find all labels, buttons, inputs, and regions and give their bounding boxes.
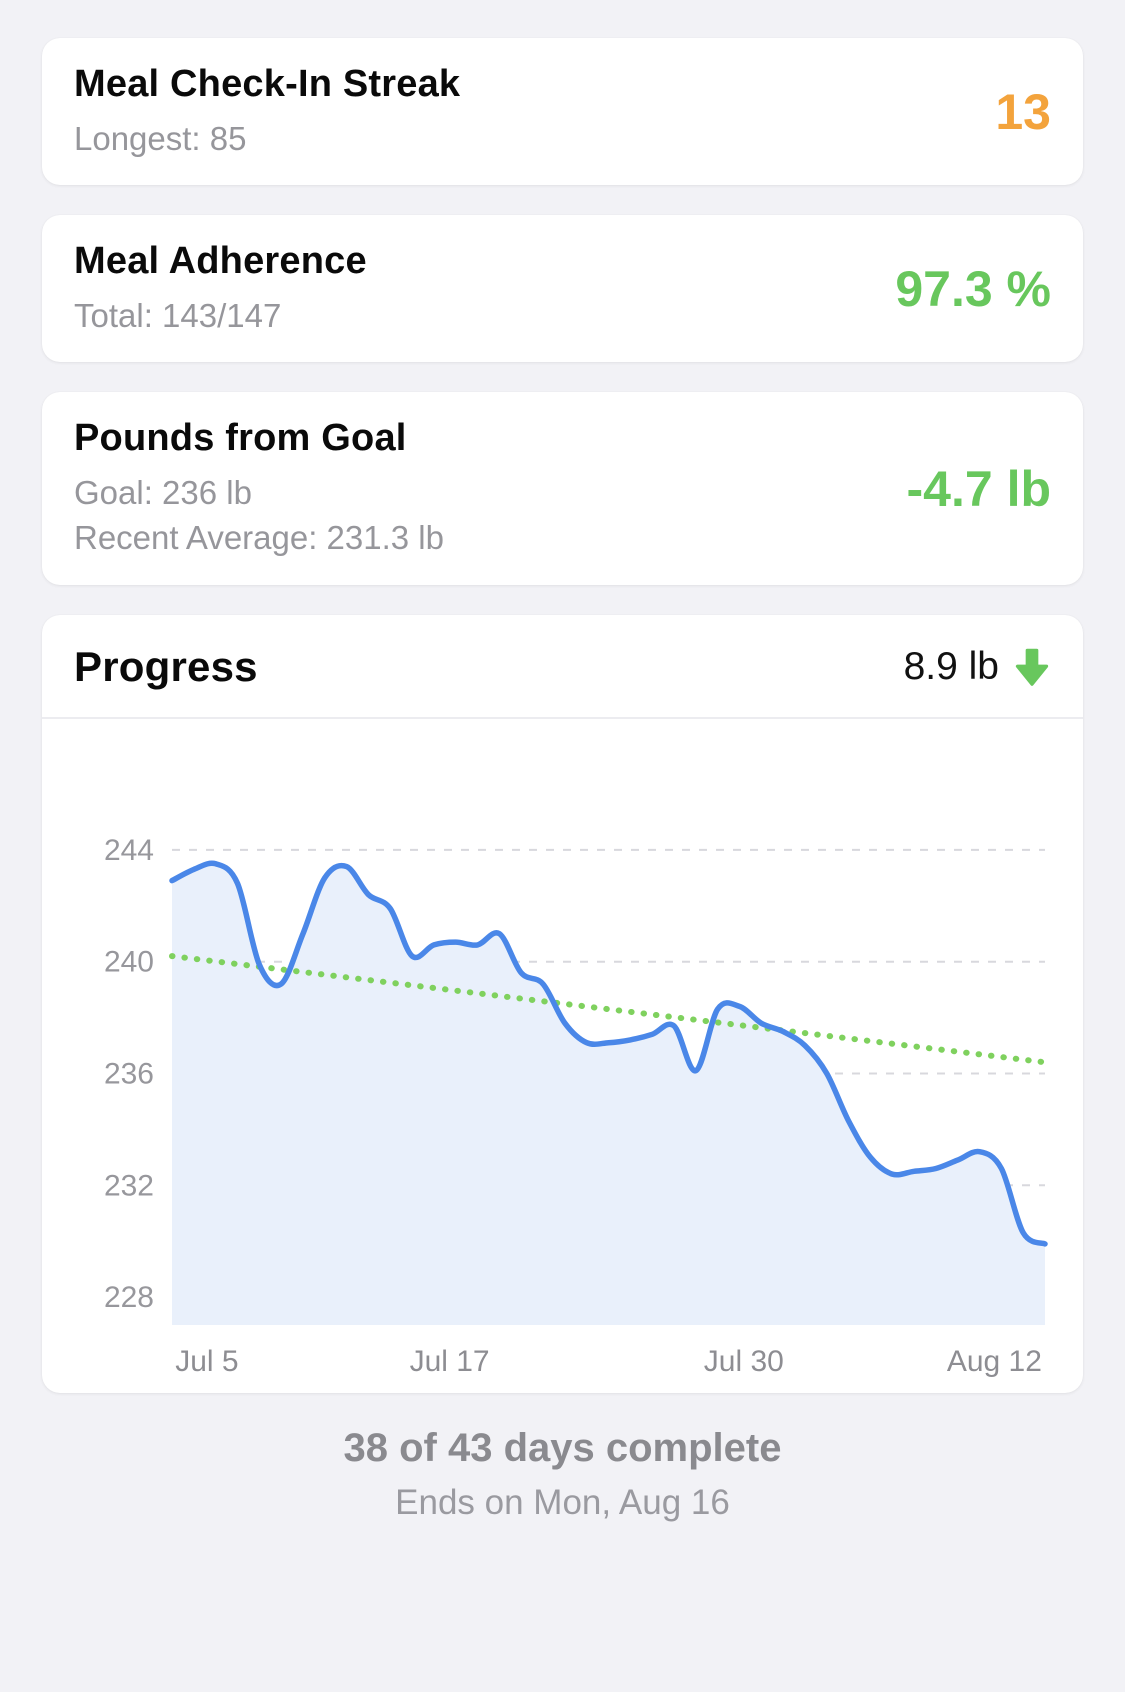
streak-subtitle: Longest: 85 (74, 119, 247, 157)
progress-change: 8.9 lb (904, 645, 1051, 689)
weight-chart: 244 240 236 232 228 Jul 5 Jul 17 Jul 30 Aug 12 (42, 719, 1083, 1393)
svg-text:228: 228 (104, 1281, 154, 1314)
weight-chart-svg: 244 240 236 232 228 Jul 5 Jul 17 Jul 30 Aug 12 (104, 834, 1048, 1378)
weight-line (169, 860, 1048, 1247)
progress-header: Progress 8.9 lb (42, 615, 1083, 719)
meal-checkin-streak-card[interactable]: Meal Check-In Streak Longest: 85 13 (42, 38, 1083, 186)
adherence-title: Meal Adherence (74, 240, 367, 283)
svg-text:244: 244 (104, 834, 154, 867)
goal-subtitle-recent-average: Recent Average: 231.3 lb (74, 519, 444, 557)
progress-card[interactable]: Progress 8.9 lb 244 240 236 232 228 Jul 5 Jul … (42, 614, 1083, 1393)
weight-area-fill (172, 863, 1045, 1325)
svg-text:Jul 17: Jul 17 (410, 1345, 490, 1378)
progress-title: Progress (74, 642, 258, 690)
goal-title: Pounds from Goal (74, 417, 407, 460)
goal-value: -4.7 lb (906, 460, 1051, 517)
meal-adherence-card[interactable]: Meal Adherence Total: 143/147 97.3 % (42, 215, 1083, 363)
adherence-subtitle: Total: 143/147 (74, 296, 282, 334)
summary-page: Meal Check-In Streak Longest: 85 13 Meal… (42, 38, 1083, 1523)
svg-text:Jul 30: Jul 30 (704, 1345, 784, 1378)
svg-text:Aug 12: Aug 12 (947, 1345, 1042, 1378)
adherence-card-text: Meal Adherence Total: 143/147 (74, 239, 875, 338)
streak-card-text: Meal Check-In Streak Longest: 85 (74, 62, 975, 161)
program-footer: 38 of 43 days complete Ends on Mon, Aug … (42, 1423, 1083, 1523)
goal-card-text: Pounds from Goal Goal: 236 lb Recent Ave… (74, 416, 887, 561)
goal-subtitle-goal: Goal: 236 lb (74, 473, 252, 511)
svg-text:240: 240 (104, 946, 154, 979)
svg-text:Jul 5: Jul 5 (175, 1345, 238, 1378)
days-complete-label: 38 of 43 days complete (343, 1425, 782, 1470)
streak-value: 13 (995, 83, 1051, 140)
adherence-value: 97.3 % (895, 260, 1051, 317)
streak-title: Meal Check-In Streak (74, 63, 461, 105)
svg-text:232: 232 (104, 1169, 154, 1202)
end-date-label: Ends on Mon, Aug 16 (395, 1482, 730, 1522)
progress-change-value: 8.9 lb (903, 644, 999, 688)
down-arrow-icon (1015, 648, 1049, 686)
svg-text:236: 236 (104, 1057, 154, 1090)
pounds-from-goal-card[interactable]: Pounds from Goal Goal: 236 lb Recent Ave… (42, 392, 1083, 585)
